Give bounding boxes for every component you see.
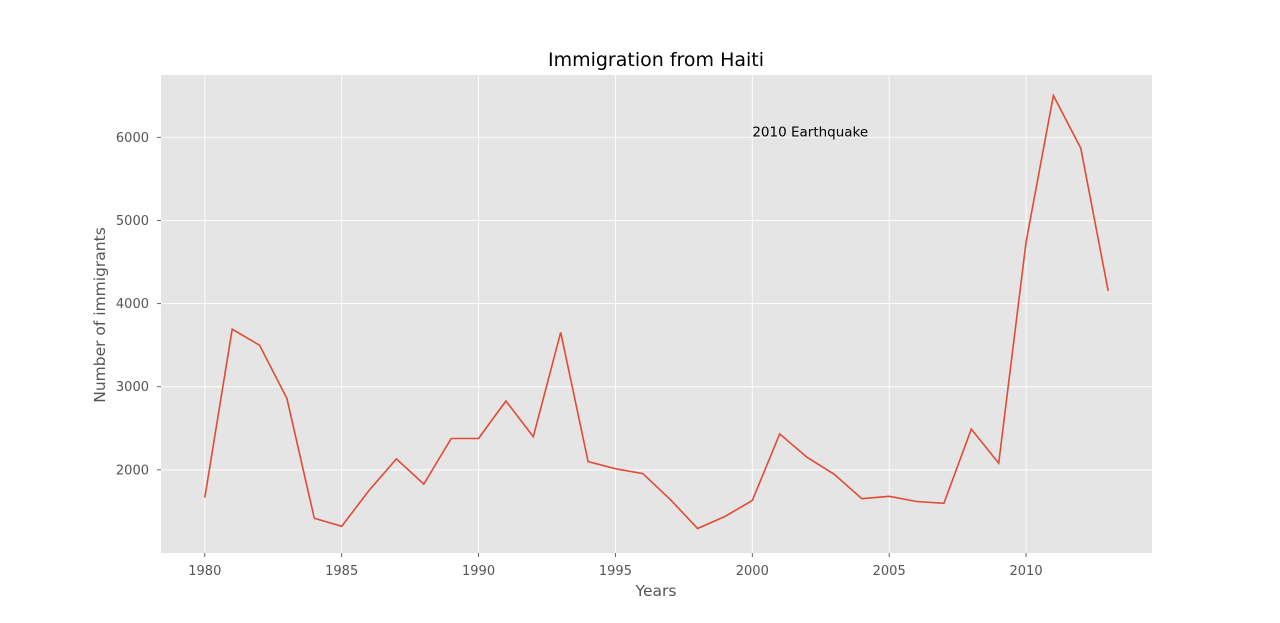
x-tick-label: 1980 [188, 564, 221, 579]
x-tick-label: 1990 [462, 564, 495, 579]
x-axis-label: Years [635, 582, 677, 600]
annotation-label: 2010 Earthquake [752, 124, 868, 140]
grid [161, 75, 1152, 553]
plot-area [161, 75, 1152, 553]
x-tick-label: 2000 [736, 564, 769, 579]
x-tick-label: 2010 [1010, 564, 1043, 579]
axis-ticks: 1980 1985 1990 1995 2000 2005 2010 2000 3000 4000… [116, 131, 1043, 579]
y-tick-label: 4000 [116, 297, 149, 312]
x-tick-label: 1995 [599, 564, 632, 579]
y-axis-label: Number of immigrants [91, 227, 109, 403]
y-tick-label: 2000 [116, 463, 149, 478]
y-tick-label: 3000 [116, 380, 149, 395]
chart-title: Immigration from Haiti [548, 49, 764, 71]
y-tick-label: 6000 [116, 131, 149, 146]
x-tick-label: 1985 [325, 564, 358, 579]
x-tick-label: 2005 [873, 564, 906, 579]
y-tick-label: 5000 [116, 214, 149, 229]
series-line [204, 93, 1109, 530]
